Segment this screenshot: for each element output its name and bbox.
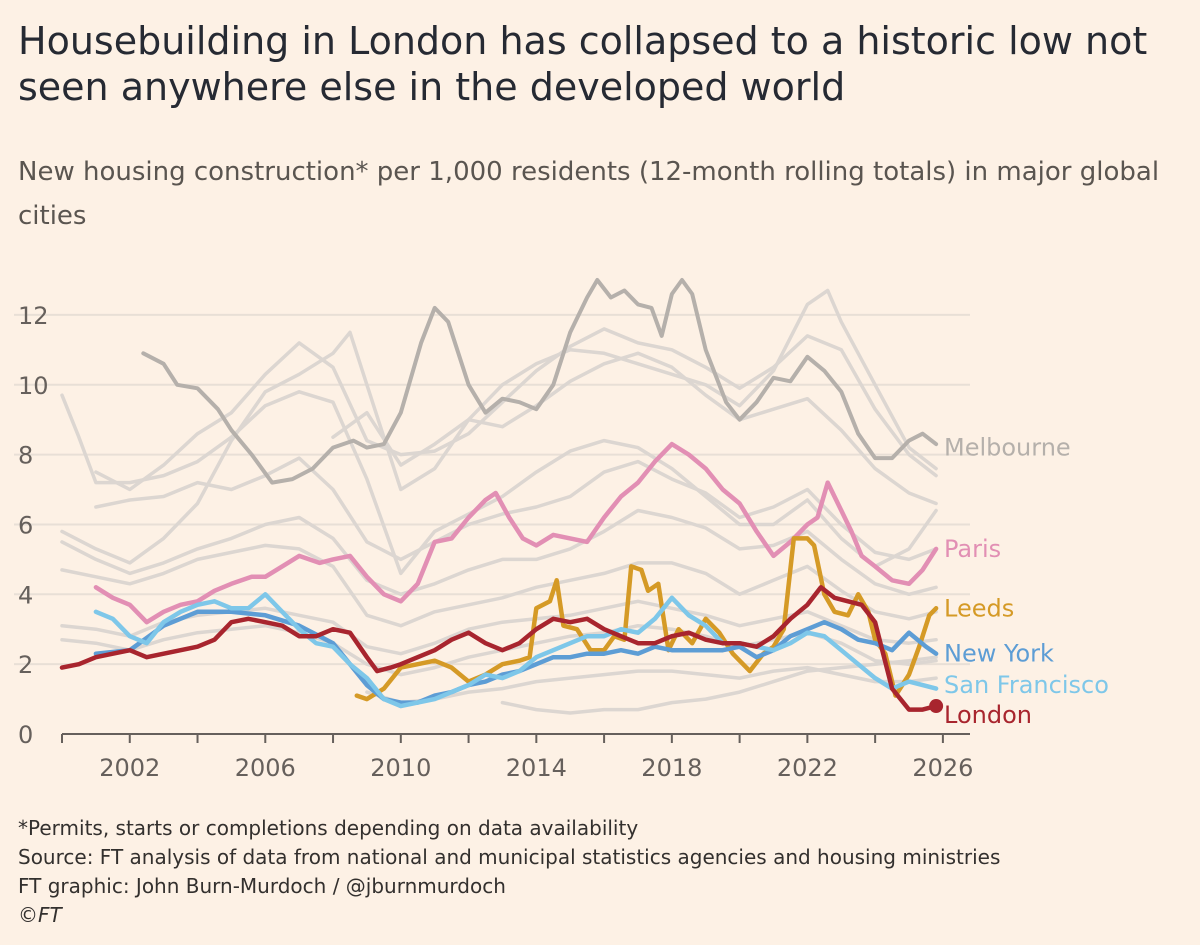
series-label-london: London — [944, 701, 1032, 729]
series-labels: Melbourne Paris Leeds New York San Francisco… — [944, 434, 1109, 729]
x-tick-label-2006: 2006 — [235, 754, 296, 782]
series-label-leeds: Leeds — [944, 594, 1014, 622]
background-series-line-other-city-j — [500, 655, 938, 715]
highlighted-series — [59, 278, 944, 714]
series-line-new-york — [93, 609, 939, 705]
chart-subtitle: New housing construction* per 1,000 resi… — [18, 157, 1160, 231]
series-label-san-francisco: San Francisco — [944, 671, 1109, 699]
background-series-line-other-city-b — [60, 288, 938, 565]
background-series-line-other-city-i — [365, 665, 938, 705]
y-tick-label-2: 2 — [18, 651, 33, 679]
series-label-melbourne: Melbourne — [944, 434, 1071, 462]
background-series-line-other-city-c — [94, 327, 938, 492]
chart-footer: *Permits, starts or completions dependin… — [18, 814, 1188, 930]
y-tick-label-6: 6 — [18, 511, 33, 539]
background-series-line-other-city-k — [331, 351, 938, 506]
y-tick-label-4: 4 — [18, 581, 33, 609]
x-tick-label-2026: 2026 — [912, 754, 973, 782]
credit-line: FT graphic: John Burn-Murdoch / @jburnmu… — [18, 874, 506, 898]
series-line-san-francisco — [93, 592, 939, 709]
series-line-paris — [93, 441, 939, 625]
source-line: Source: FT analysis of data from nationa… — [18, 845, 1001, 869]
series-line-melbourne — [141, 278, 939, 485]
x-tick-label-2014: 2014 — [506, 754, 567, 782]
y-tick-labels: 0 2 4 6 8 10 12 — [18, 302, 49, 749]
background-series — [60, 288, 938, 715]
london-end-marker — [929, 699, 944, 714]
background-series-line-other-city-e — [60, 508, 938, 597]
background-series-line-other-city-a — [60, 390, 938, 576]
x-axis: 2002 2006 2010 2014 2018 2022 2026 — [61, 733, 973, 782]
y-tick-label-8: 8 — [18, 442, 33, 470]
y-tick-label-0: 0 — [18, 721, 33, 749]
footnote: *Permits, starts or completions dependin… — [18, 816, 639, 840]
x-tick-label-2018: 2018 — [641, 754, 702, 782]
x-tick-label-2022: 2022 — [777, 754, 838, 782]
y-tick-label-12: 12 — [18, 302, 49, 330]
y-tick-label-10: 10 — [18, 372, 49, 400]
chart-title: Housebuilding in London has collapsed to… — [18, 19, 1148, 109]
line-chart: 0 2 4 6 8 10 12 2002 2006 2010 2014 2018 2022 2026 M… — [14, 278, 1109, 782]
x-tick-label-2002: 2002 — [99, 754, 160, 782]
background-series-line-other-city-f — [60, 543, 938, 628]
series-label-new-york: New York — [944, 640, 1054, 668]
copyright-line: ©FT — [18, 903, 62, 927]
series-line-london — [59, 585, 939, 712]
series-label-paris: Paris — [944, 535, 1001, 563]
background-series-line-other-city-d — [94, 456, 938, 562]
x-tick-label-2010: 2010 — [370, 754, 431, 782]
